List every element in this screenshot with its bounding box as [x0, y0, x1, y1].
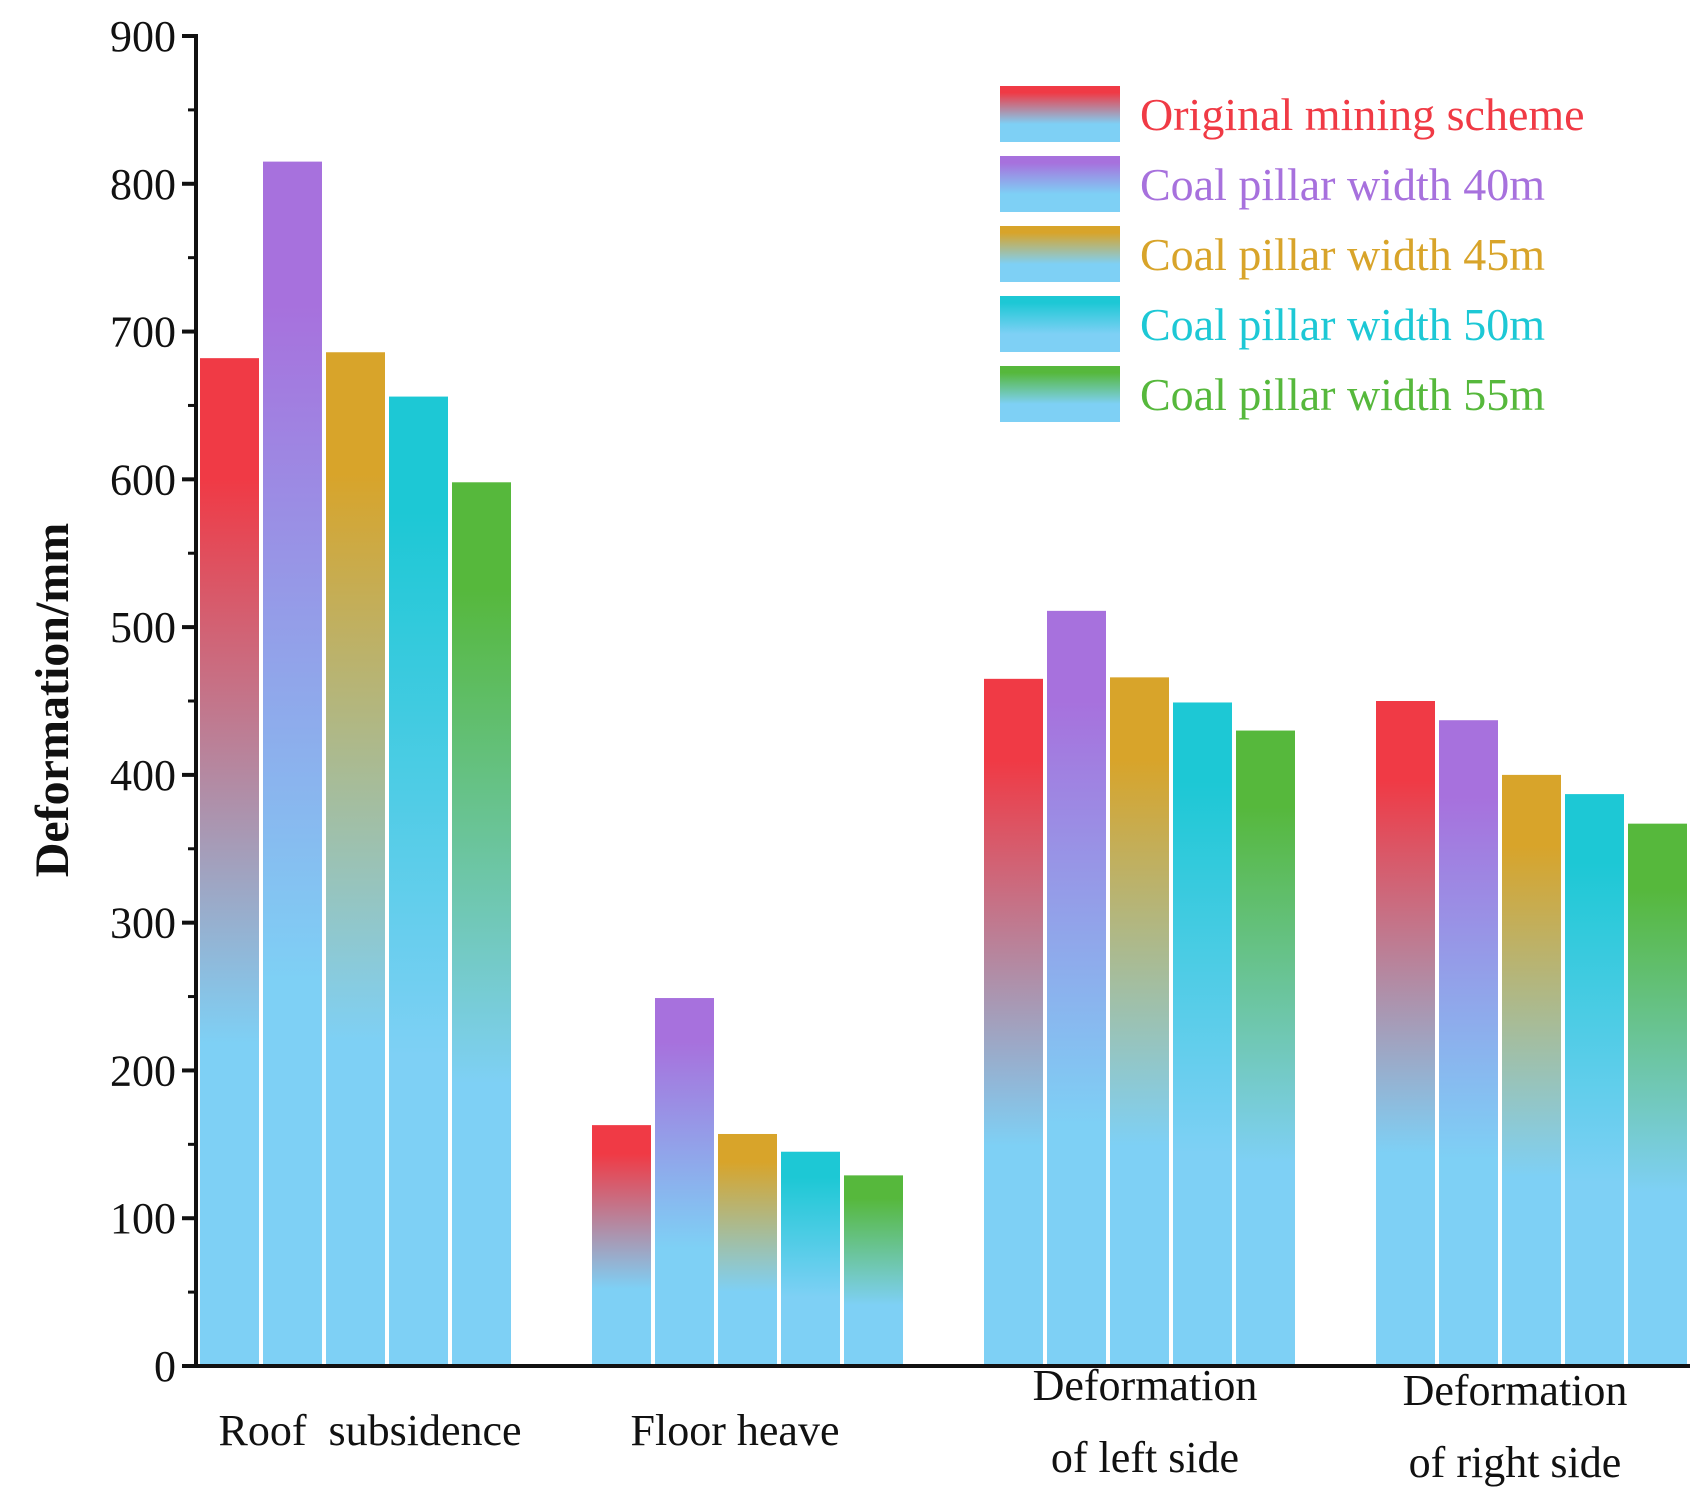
- y-tick-label: 300: [110, 899, 176, 948]
- legend: Original mining scheme Coal pillar width …: [1000, 86, 1585, 422]
- y-tick-label: 800: [110, 160, 176, 209]
- bar-3-1: [1439, 720, 1498, 1366]
- bar-0-1: [263, 161, 322, 1367]
- legend-label: Coal pillar width 45m: [1140, 229, 1545, 280]
- category-label: Deformation: [1033, 1361, 1258, 1410]
- category-label: Deformation: [1403, 1366, 1628, 1415]
- bar-3-2: [1502, 774, 1561, 1366]
- legend-swatch: [1000, 296, 1120, 352]
- bar-1-0: [592, 1125, 651, 1366]
- legend-swatch: [1000, 366, 1120, 422]
- bar-2-0: [984, 678, 1043, 1366]
- bar-0-3: [389, 396, 448, 1367]
- bar-3-3: [1565, 794, 1624, 1366]
- legend-label: Original mining scheme: [1140, 89, 1585, 140]
- bar-2-3: [1173, 702, 1232, 1366]
- bar-0-0: [200, 358, 259, 1367]
- y-tick-label: 200: [110, 1046, 176, 1095]
- bar-1-3: [781, 1151, 840, 1366]
- y-tick-label: 600: [110, 455, 176, 504]
- y-tick-label: 900: [110, 12, 176, 61]
- category-label: of right side: [1409, 1438, 1622, 1487]
- bar-1-4: [844, 1175, 903, 1366]
- bar-3-4: [1628, 823, 1687, 1366]
- bar-2-1: [1047, 610, 1106, 1366]
- legend-swatch: [1000, 156, 1120, 212]
- bar-2-2: [1110, 677, 1169, 1366]
- bar-1-2: [718, 1133, 777, 1366]
- bar-0-4: [452, 482, 511, 1366]
- category-label: of left side: [1051, 1433, 1239, 1482]
- y-tick-label: 500: [110, 603, 176, 652]
- bar-3-0: [1376, 701, 1435, 1366]
- legend-label: Coal pillar width 55m: [1140, 369, 1545, 420]
- bars-layer: [200, 161, 1687, 1367]
- legend-label: Coal pillar width 50m: [1140, 299, 1545, 350]
- legend-swatch: [1000, 226, 1120, 282]
- bar-0-2: [326, 352, 385, 1366]
- y-tick-label: 400: [110, 751, 176, 800]
- bar-1-1: [655, 998, 714, 1366]
- y-ticks: 0 100 200 300 400 500 600 700 800 900: [110, 12, 196, 1391]
- category-labels: Roof subsidence Floor heave Deformation of …: [218, 1361, 1627, 1487]
- category-label: Roof subsidence: [218, 1406, 521, 1455]
- y-tick-label: 0: [154, 1342, 176, 1391]
- category-label: Floor heave: [631, 1406, 840, 1455]
- bar-2-4: [1236, 730, 1295, 1366]
- legend-swatch: [1000, 86, 1120, 142]
- y-tick-label: 700: [110, 308, 176, 357]
- y-tick-label: 100: [110, 1194, 176, 1243]
- legend-label: Coal pillar width 40m: [1140, 159, 1545, 210]
- y-axis-title: Deformation/mm: [26, 523, 79, 878]
